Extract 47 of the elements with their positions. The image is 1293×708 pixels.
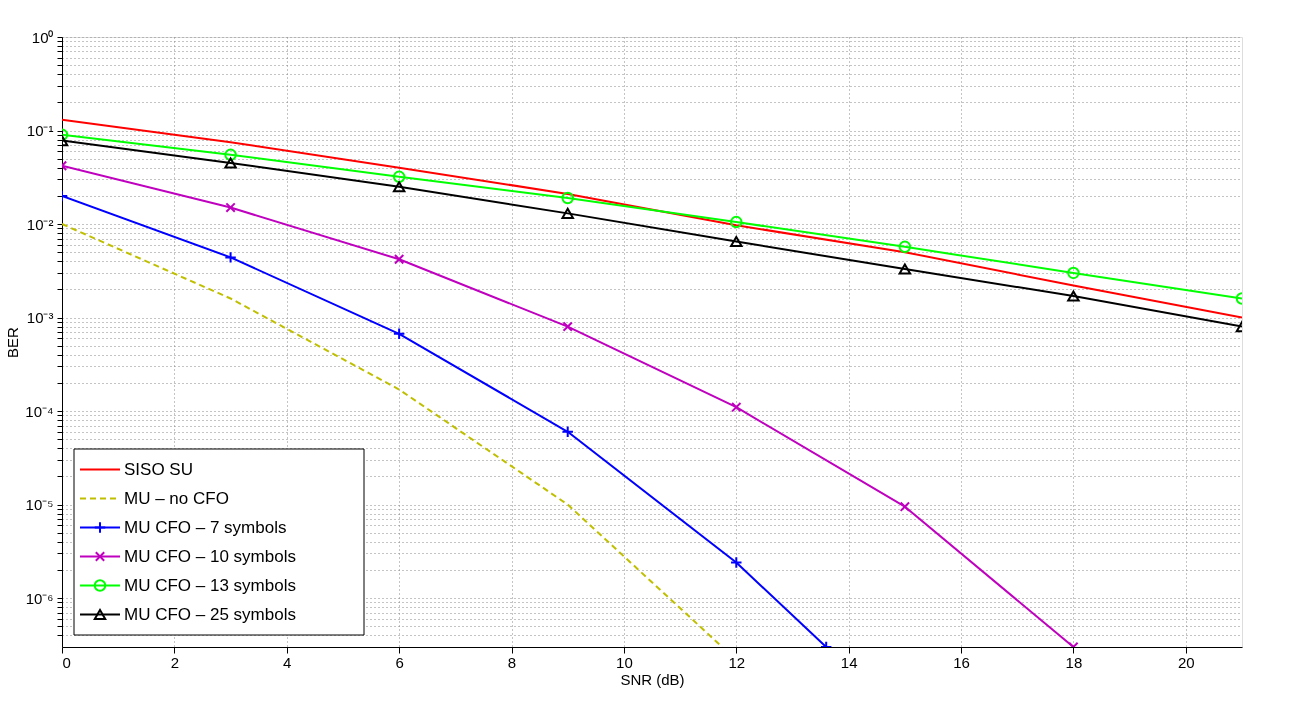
x-tick-label: 8 [507, 653, 517, 671]
legend-label: MU – no CFO [124, 488, 229, 508]
legend-label: MU CFO – 10 symbols [124, 546, 296, 566]
y-tick-label: 10⁻⁵ [25, 496, 54, 514]
x-tick-label: 4 [283, 653, 292, 671]
point [561, 191, 574, 205]
point [224, 157, 237, 169]
point [224, 148, 237, 162]
legend-label: MU CFO – 25 symbols [124, 604, 296, 624]
point [392, 170, 406, 184]
point [392, 327, 406, 341]
legend-label: SISO SU [124, 459, 193, 479]
point [561, 207, 574, 219]
y-tick-label: 10⁻¹ [26, 122, 54, 140]
x-tick-label: 2 [170, 653, 180, 671]
point [224, 251, 237, 264]
legend-label: MU CFO – 13 symbols [124, 575, 296, 595]
y-tick-label: 10⁻³ [26, 309, 54, 327]
point [730, 215, 743, 229]
point [731, 402, 742, 413]
x-tick-label: 18 [1065, 653, 1083, 671]
point [1067, 266, 1080, 280]
y-axis-title: BER [4, 326, 22, 358]
point [393, 254, 405, 265]
y-tick-label: 10⁻⁴ [25, 402, 54, 420]
point [898, 263, 912, 275]
y-tick-label: 10⁻² [26, 215, 54, 233]
point [730, 556, 743, 569]
point [561, 425, 574, 439]
y-tick-label: 10⁻⁶ [25, 589, 54, 607]
point [392, 181, 406, 193]
x-axis-title: SNR (dB) [620, 670, 685, 688]
x-tick-label: 14 [840, 653, 858, 671]
x-tick-label: 20 [1177, 653, 1195, 671]
point [1067, 290, 1080, 302]
x-tick-label: 12 [728, 653, 746, 671]
point [898, 240, 912, 254]
point [730, 235, 743, 248]
point [225, 202, 236, 213]
x-tick-label: 16 [953, 653, 970, 671]
y-tick-label: 10⁰ [31, 28, 54, 46]
x-tick-label: 6 [395, 653, 404, 671]
x-tick-label: 10 [616, 653, 633, 671]
legend-label: MU CFO – 7 symbols [124, 517, 287, 537]
point [899, 501, 911, 512]
point [562, 321, 573, 332]
x-tick-label: 0 [62, 653, 71, 671]
